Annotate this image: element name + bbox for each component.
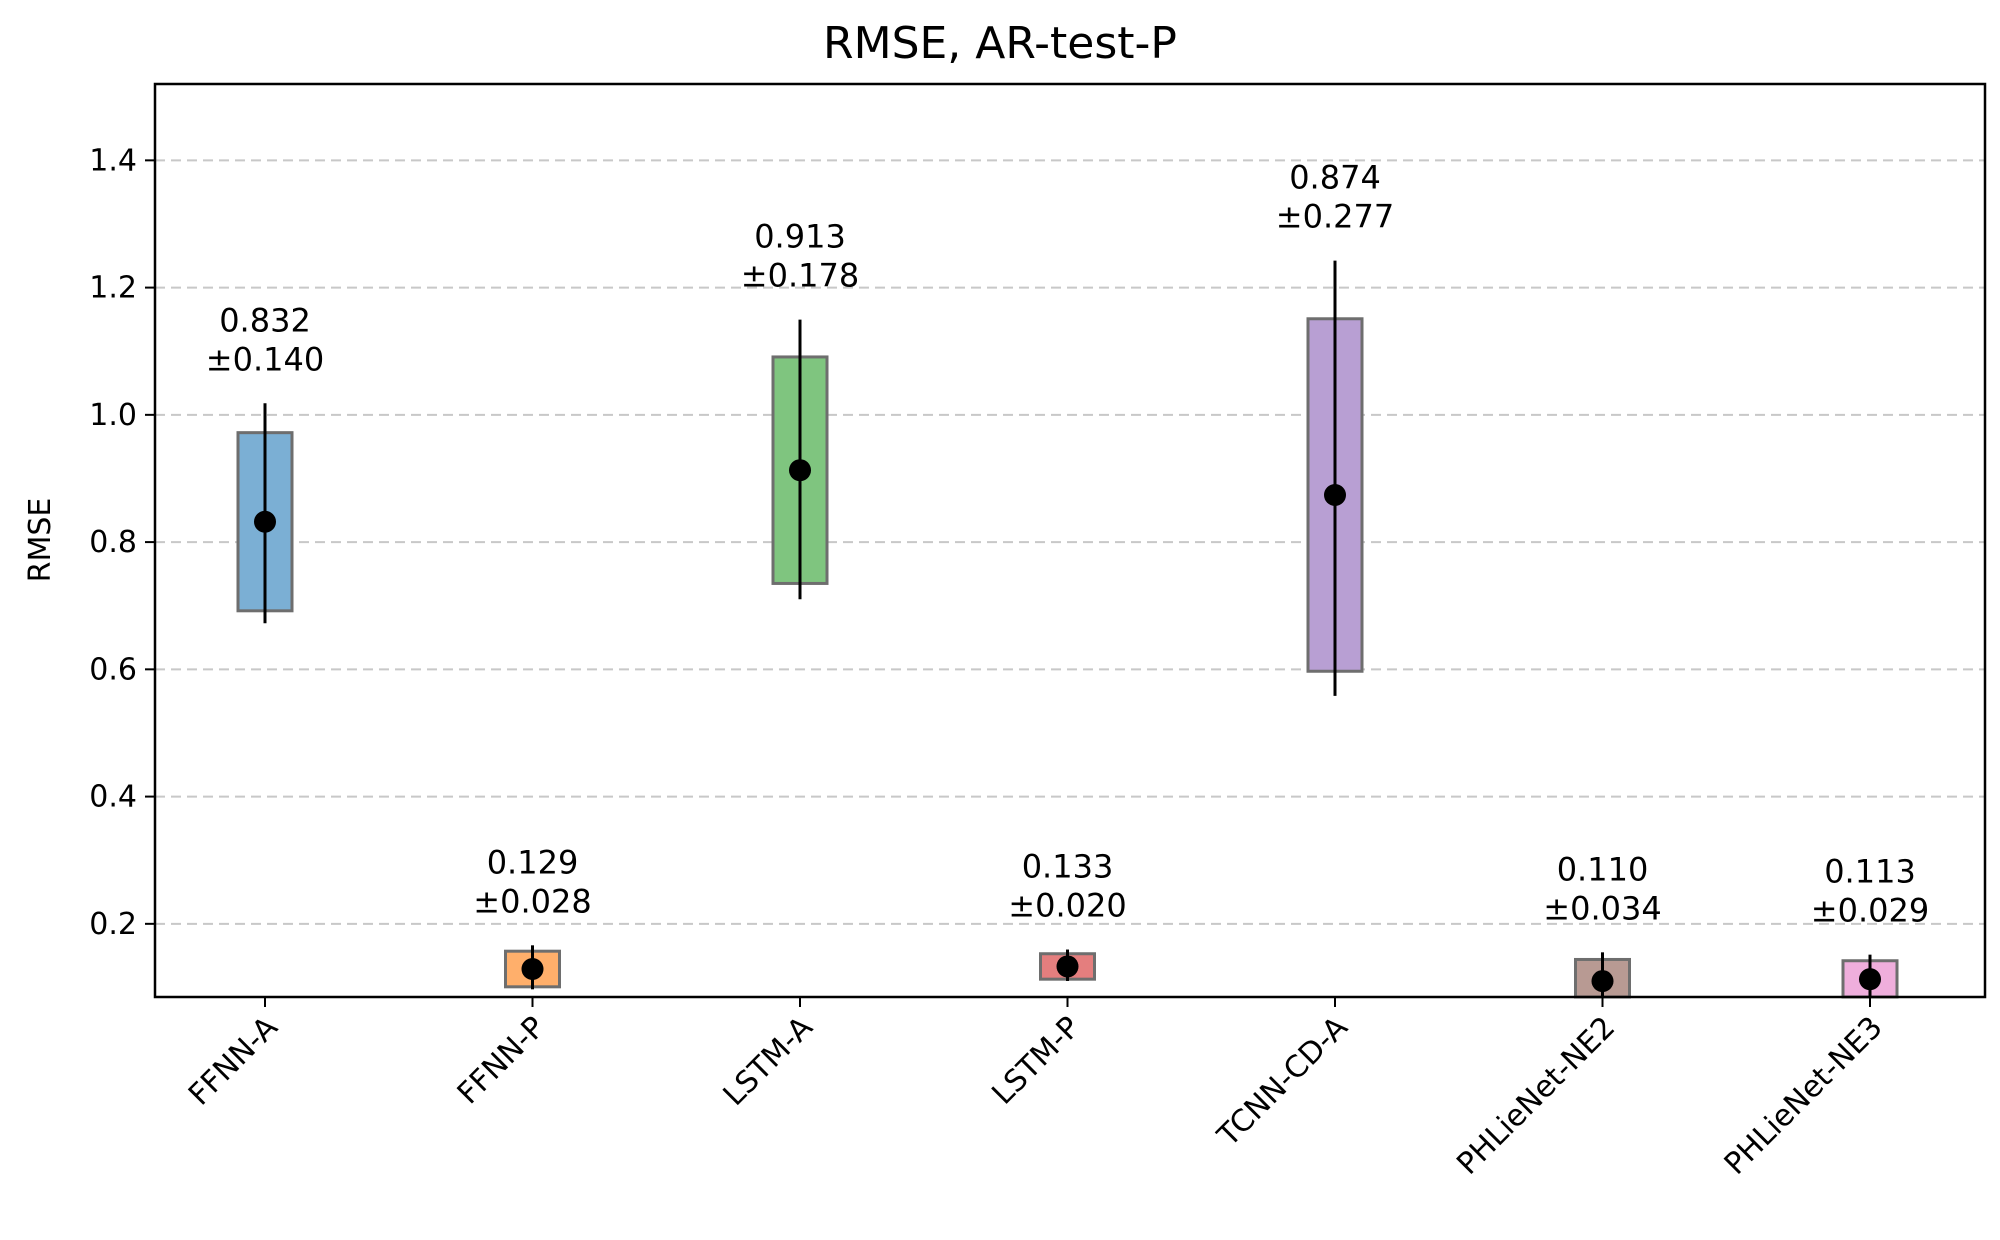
mean-point-lstm-p: [1056, 955, 1079, 978]
plot-frame: [153, 82, 1987, 999]
std-label: ±0.020: [1008, 887, 1126, 925]
mean-label: 0.110: [1557, 850, 1649, 888]
chart-title: RMSE, AR-test-P: [823, 18, 1177, 69]
mean-point-phlienet-ne2: [1591, 970, 1614, 993]
y-tick-label: 1.4: [89, 143, 137, 178]
std-label: ±0.029: [1811, 892, 1929, 930]
x-axis: FFNN-A FFNN-P LSTM-A LSTM-P TCNN-CD-A PHLieNe…: [182, 997, 1890, 1182]
y-axis: 0.2 0.4 0.6 0.8 1.0 1.2 1.4: [89, 143, 155, 942]
std-label: ±0.277: [1276, 198, 1394, 236]
data-labels: 0.832±0.1400.129±0.0280.913±0.1780.133±0…: [206, 159, 1929, 930]
x-tick-label: FFNN-P: [451, 1010, 552, 1111]
mean-label: 0.113: [1824, 853, 1916, 891]
y-tick-label: 0.4: [89, 780, 137, 815]
mean-label: 0.133: [1022, 848, 1114, 886]
mean-label: 0.129: [487, 843, 579, 881]
mean-label: 0.913: [754, 218, 846, 256]
std-label: ±0.034: [1543, 889, 1661, 927]
mean-point-ffnn-a: [254, 510, 276, 533]
x-tick-label: LSTM-A: [717, 1010, 820, 1113]
grid-lines: [155, 159, 1985, 925]
y-tick-label: 0.2: [89, 907, 137, 942]
y-tick-label: 1.2: [89, 271, 137, 306]
mean-point-ffnn-p: [521, 958, 544, 981]
std-label: ±0.028: [473, 882, 591, 920]
x-tick-label: FFNN-A: [182, 1010, 285, 1113]
y-tick-label: 0.6: [89, 652, 137, 687]
x-tick-label: LSTM-P: [985, 1010, 1087, 1112]
x-tick-label: PHLieNet-NE3: [1718, 1010, 1890, 1182]
x-tick-label: PHLieNet-NE2: [1450, 1010, 1622, 1182]
x-tick-label: TCNN-CD-A: [1210, 1010, 1355, 1155]
mean-points: [254, 459, 1881, 993]
mean-point-phlienet-ne3: [1859, 968, 1881, 991]
y-tick-label: 0.8: [89, 525, 137, 560]
mean-label: 0.832: [219, 301, 311, 339]
mean-point-tcnn-cd-a: [1324, 484, 1346, 507]
y-tick-label: 1.0: [89, 398, 137, 433]
y-axis-label: RMSE: [23, 498, 58, 583]
mean-label: 0.874: [1289, 159, 1381, 197]
std-label: ±0.140: [206, 340, 324, 378]
std-label: ±0.178: [741, 257, 859, 295]
mean-point-lstm-a: [789, 459, 811, 482]
